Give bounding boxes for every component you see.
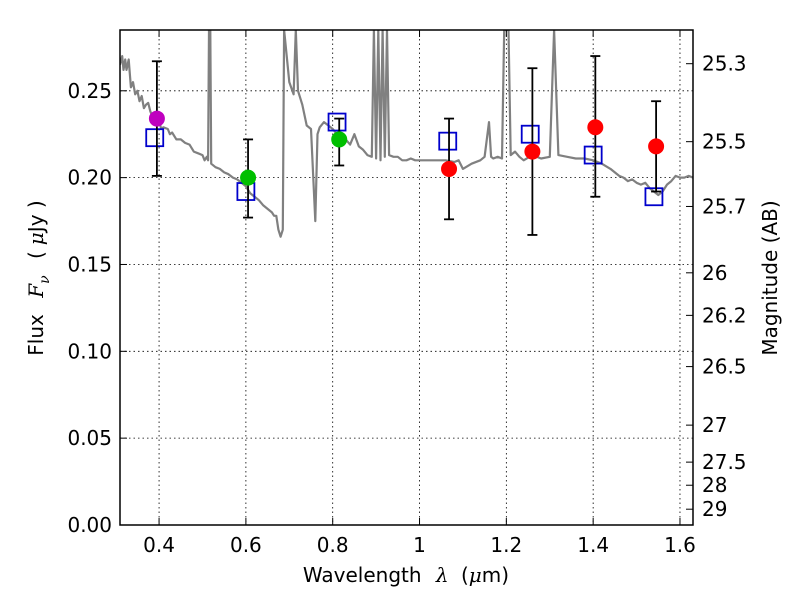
observed-flux-point [148, 110, 165, 127]
observed-flux-point [524, 143, 541, 160]
axis-ticks: 0.4 0.6 0.8 1 1.2 1.4 1.6 0.00 0.05 0.10 0.15 0.20 0… [67, 30, 747, 557]
x-tick-label: 1 [413, 533, 426, 557]
x-tick-label: 1.6 [664, 533, 696, 557]
y-axis-label-unit-open: ( [24, 251, 48, 259]
x-axis-label-unit-open: ( [461, 563, 469, 587]
y-axis-label-subscript: ν [37, 275, 53, 284]
y2-tick-label: 25.5 [702, 130, 747, 154]
y-tick-label: 0.00 [67, 513, 112, 537]
y2-tick-label: 26 [702, 261, 727, 285]
x-axis-label-prefix: Wavelength [303, 563, 422, 587]
model-flux-marker [145, 128, 165, 148]
observed-flux-point [648, 138, 665, 155]
x-axis-label-symbol: λ [435, 563, 449, 587]
y-axis-label-prefix: Flux [24, 314, 48, 356]
x-axis-label-unit-rest: m) [482, 563, 509, 587]
model-flux-marker [520, 124, 540, 144]
observed-flux-point [240, 169, 257, 186]
plot-frame [119, 29, 694, 526]
y-tick-label: 0.15 [67, 252, 112, 276]
x-tick-label: 1.4 [577, 533, 609, 557]
y2-tick-label: 26.5 [702, 355, 747, 379]
y-axis-label-unit-mu: μ [24, 232, 48, 245]
y-axis-label-symbol: F [24, 283, 48, 299]
x-axis-label-unit-mu: μ [469, 563, 482, 587]
plot-background [120, 30, 693, 525]
y2-tick-label: 26.2 [702, 303, 747, 327]
y-tick-label: 0.20 [67, 166, 112, 190]
y2-tick-label: 29 [702, 497, 727, 521]
model-flux-marker [327, 112, 347, 132]
y-tick-label: 0.25 [67, 79, 112, 103]
model-flux-layer [145, 112, 664, 207]
y2-tick-label: 25.7 [702, 194, 747, 218]
y-axis-label: Flux Fν ( μJy ) [24, 200, 54, 355]
model-flux-marker [644, 187, 664, 207]
x-tick-label: 0.4 [143, 533, 175, 557]
x-tick-label: 0.6 [230, 533, 262, 557]
model-flux-marker [583, 145, 603, 165]
y2-tick-label: 27.5 [702, 450, 747, 474]
y2-tick-label: 27 [702, 413, 727, 437]
model-flux-marker [438, 131, 458, 151]
observed-flux-layer [148, 55, 665, 236]
x-axis-label: Wavelength λ (μm) [303, 563, 509, 587]
y2-axis-label: Magnitude (AB) [758, 200, 782, 355]
y-axis-label-unit-rest: Jy ) [24, 200, 48, 234]
x-tick-label: 1.2 [490, 533, 522, 557]
y2-tick-label: 28 [702, 473, 727, 497]
observed-flux-point [441, 160, 458, 177]
y-tick-label: 0.05 [67, 426, 112, 450]
observed-flux-point [587, 119, 604, 136]
y-tick-label: 0.10 [67, 339, 112, 363]
x-tick-label: 0.8 [317, 533, 349, 557]
observed-flux-point [331, 131, 348, 148]
y2-tick-label: 25.3 [702, 52, 747, 76]
